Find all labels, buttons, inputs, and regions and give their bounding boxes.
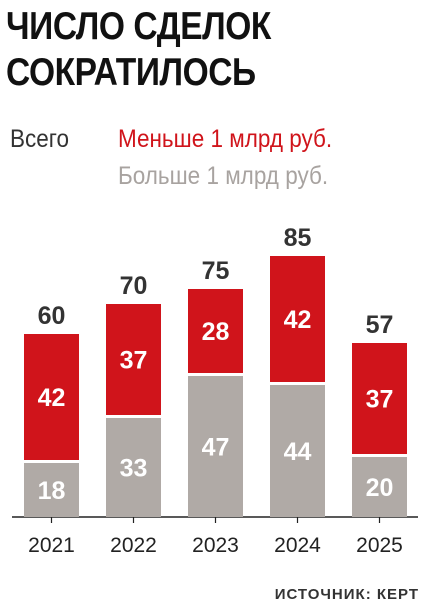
label-large-2023: 47 bbox=[202, 434, 230, 462]
legend-small-deals: Меньше 1 млрд руб. bbox=[118, 125, 333, 153]
bar-large-2021 bbox=[24, 463, 79, 517]
bar-small-2024 bbox=[270, 256, 325, 382]
x-tick-label-2023: 2023 bbox=[192, 534, 239, 557]
bar-large-2022 bbox=[106, 418, 161, 517]
label-large-2024: 44 bbox=[284, 438, 312, 466]
x-tick-label-2025: 2025 bbox=[356, 534, 403, 557]
legend-large-deals: Больше 1 млрд руб. bbox=[118, 162, 329, 190]
label-small-2023: 28 bbox=[202, 318, 230, 346]
x-tick-label-2022: 2022 bbox=[110, 534, 157, 557]
title-line-2: СОКРАТИЛОСЬ bbox=[6, 51, 256, 94]
label-small-2025: 37 bbox=[366, 386, 394, 414]
label-total-2021: 60 bbox=[38, 302, 66, 330]
bar-large-2025 bbox=[352, 457, 407, 517]
label-total-2025: 57 bbox=[366, 311, 394, 339]
legend-total-label: Всего bbox=[10, 125, 70, 153]
bar-small-2022 bbox=[106, 304, 161, 415]
bar-small-2021 bbox=[24, 334, 79, 460]
label-large-2025: 20 bbox=[366, 474, 394, 502]
x-tick-label-2021: 2021 bbox=[28, 534, 75, 557]
bar-large-2024 bbox=[270, 385, 325, 517]
x-tick-label-2024: 2024 bbox=[274, 534, 321, 557]
bar-large-2023 bbox=[188, 376, 243, 517]
label-small-2024: 42 bbox=[284, 306, 312, 334]
label-large-2022: 33 bbox=[120, 455, 148, 483]
bar-small-2025 bbox=[352, 343, 407, 454]
source-note: ИСТОЧНИК: КЕРТ bbox=[274, 586, 419, 603]
title-line-1: ЧИСЛО СДЕЛОК bbox=[6, 5, 271, 48]
label-small-2022: 37 bbox=[120, 347, 148, 375]
bar-small-2023 bbox=[188, 289, 243, 373]
label-total-2023: 75 bbox=[202, 257, 230, 285]
label-small-2021: 42 bbox=[38, 384, 66, 412]
chart-title: ЧИСЛО СДЕЛОК СОКРАТИЛОСЬ bbox=[6, 4, 271, 96]
label-total-2024: 85 bbox=[284, 224, 312, 252]
label-total-2022: 70 bbox=[120, 272, 148, 300]
label-large-2021: 18 bbox=[38, 477, 66, 505]
